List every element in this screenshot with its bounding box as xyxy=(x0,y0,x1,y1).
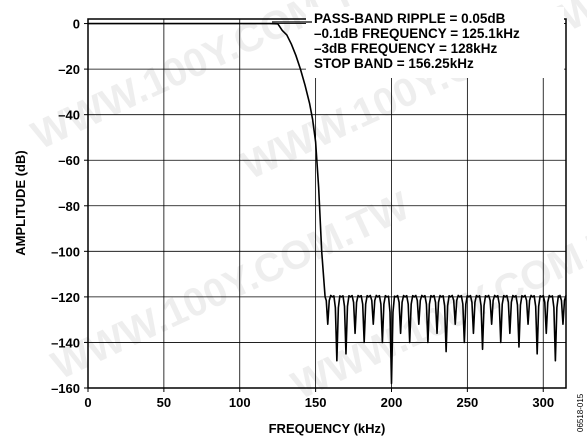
y-tick-label: –80 xyxy=(58,199,80,214)
x-tick-label: 200 xyxy=(381,395,403,410)
figure-id: 06518-015 xyxy=(576,393,585,432)
y-tick-label: –40 xyxy=(58,108,80,123)
y-tick-label: –20 xyxy=(58,62,80,77)
annotation-line: STOP BAND = 156.25kHz xyxy=(314,56,474,71)
x-tick-label: 100 xyxy=(229,395,251,410)
frequency-response xyxy=(88,22,567,385)
x-tick-label: 150 xyxy=(305,395,327,410)
y-tick-label: –100 xyxy=(51,244,80,259)
y-axis-title: AMPLITUDE (dB) xyxy=(13,150,28,255)
annotation-line: –0.1dB FREQUENCY = 125.1kHz xyxy=(314,26,520,41)
annotation-line: PASS-BAND RIPPLE = 0.05dB xyxy=(314,11,506,26)
y-tick-label: –140 xyxy=(51,335,80,350)
annotation-background xyxy=(306,7,564,78)
x-tick-label: 300 xyxy=(532,395,554,410)
x-axis-title: FREQUENCY (kHz) xyxy=(269,421,386,436)
annotation-box: PASS-BAND RIPPLE = 0.05dB –0.1dB FREQUEN… xyxy=(272,7,564,78)
response-curve xyxy=(88,22,567,385)
y-tick-label: 0 xyxy=(73,17,80,32)
x-axis: 0 50 100 150 200 250 300 xyxy=(84,388,554,410)
y-axis: 0 –20 –40 –60 –80 –100 –120 –140 –160 xyxy=(51,17,88,396)
annotation-line: –3dB FREQUENCY = 128kHz xyxy=(314,41,497,56)
x-tick-label: 50 xyxy=(157,395,171,410)
y-tick-label: –120 xyxy=(51,290,80,305)
y-tick-label: –60 xyxy=(58,153,80,168)
x-tick-label: 250 xyxy=(457,395,479,410)
grid xyxy=(88,19,566,388)
x-tick-label: 0 xyxy=(84,395,91,410)
y-tick-label: –160 xyxy=(51,381,80,396)
